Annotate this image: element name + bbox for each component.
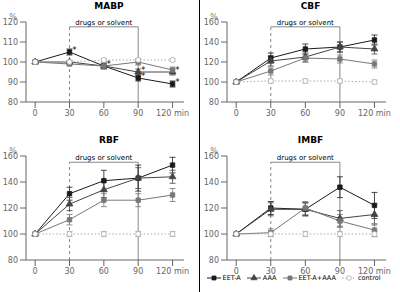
svg-text:120: 120: [8, 204, 18, 213]
svg-text:0: 0: [234, 267, 239, 276]
svg-text:30: 30: [64, 267, 74, 276]
svg-text:160: 160: [203, 151, 219, 161]
svg-text:80: 80: [8, 256, 18, 265]
svg-text:drugs or solvent: drugs or solvent: [75, 154, 132, 162]
svg-text:140: 140: [204, 38, 219, 47]
svg-text:drugs or solvent: drugs or solvent: [277, 19, 334, 27]
svg-text:0: 0: [234, 109, 239, 118]
html-text:EET-A: EET-A: [222, 274, 241, 282]
svg-text:120 min: 120 min: [156, 109, 189, 118]
html-text:MABP: MABP: [94, 1, 124, 11]
svg-text:90: 90: [335, 267, 345, 276]
svg-text:%: %: [210, 147, 218, 156]
svg-text:*: *: [141, 66, 145, 75]
html-text:control: control: [357, 274, 381, 282]
svg-text:30: 30: [266, 267, 276, 276]
svg-text:%: %: [9, 147, 17, 156]
svg-text:*: *: [176, 78, 180, 87]
svg-text:90: 90: [335, 109, 345, 118]
svg-text:60: 60: [99, 267, 109, 276]
svg-text:90: 90: [133, 267, 143, 276]
svg-text:110: 110: [8, 38, 18, 47]
svg-text:100: 100: [204, 230, 219, 239]
html-text:AAA: AAA: [262, 274, 277, 282]
html-text:CBF: CBF: [300, 1, 321, 11]
html-text:RBF: RBF: [99, 135, 119, 145]
svg-text:140: 140: [8, 178, 18, 187]
svg-text:60: 60: [300, 109, 310, 118]
svg-text:90: 90: [133, 109, 143, 118]
svg-text:drugs or solvent: drugs or solvent: [75, 19, 132, 27]
svg-text:60: 60: [99, 109, 109, 118]
svg-text:30: 30: [266, 109, 276, 118]
svg-text:120: 120: [204, 58, 219, 67]
svg-text:80: 80: [8, 98, 18, 107]
svg-text:100: 100: [8, 58, 18, 67]
svg-text:*: *: [176, 66, 180, 75]
svg-text:%: %: [210, 13, 218, 22]
svg-text:120 min: 120 min: [358, 267, 391, 276]
svg-text:120 min: 120 min: [156, 267, 189, 276]
svg-text:%: %: [9, 13, 17, 22]
svg-text:*: *: [73, 46, 77, 55]
svg-text:80: 80: [209, 256, 219, 265]
svg-text:90: 90: [8, 78, 18, 87]
svg-text:140: 140: [204, 178, 219, 187]
svg-text:120: 120: [204, 204, 219, 213]
svg-text:120 min: 120 min: [358, 109, 391, 118]
svg-text:100: 100: [204, 78, 219, 87]
svg-text:drugs or solvent: drugs or solvent: [277, 154, 334, 162]
svg-text:*: *: [107, 60, 111, 69]
svg-text:80: 80: [209, 98, 219, 107]
svg-text:30: 30: [64, 109, 74, 118]
svg-text:100: 100: [8, 230, 18, 239]
svg-text:0: 0: [33, 267, 38, 276]
html-text:EET-A+AAA: EET-A+AAA: [298, 274, 336, 282]
html-text:IMBF: IMBF: [297, 135, 324, 145]
svg-text:0: 0: [33, 109, 38, 118]
svg-text:60: 60: [300, 267, 310, 276]
svg-text:160: 160: [203, 17, 219, 27]
